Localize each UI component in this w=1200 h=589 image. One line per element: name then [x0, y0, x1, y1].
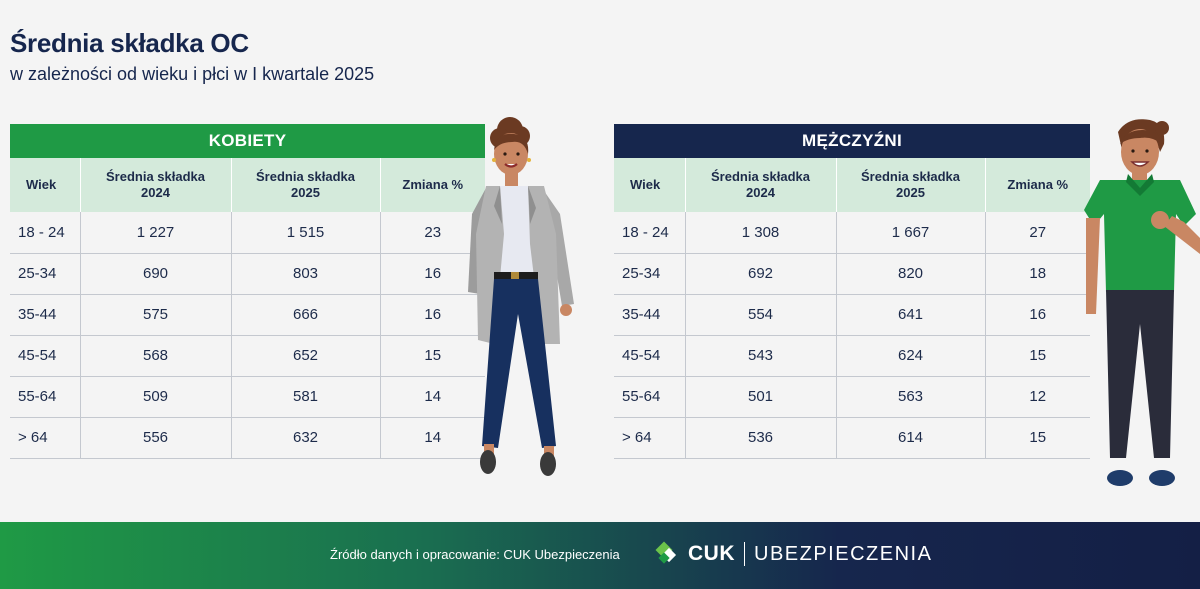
page-title: Średnia składka OC [10, 28, 249, 58]
age-cell: 25-34 [10, 253, 80, 295]
footer-bar: Źródło danych i opracowanie: CUK Ubezpie… [0, 522, 1200, 589]
column-header-year: 2025 [896, 185, 925, 200]
cuk-logo-icon [655, 541, 677, 564]
column-header-line: Średnia składka [106, 169, 205, 184]
premium-2024-cell: 536 [684, 417, 836, 459]
premium-2024-cell: 568 [79, 335, 231, 377]
change-cell: 23 [379, 212, 486, 254]
table-row: 45-54 568 652 15 [10, 335, 486, 377]
change-cell: 27 [984, 212, 1091, 254]
source-text: Źródło danych i opracowanie: CUK Ubezpie… [330, 547, 620, 562]
premium-2025-cell: 803 [230, 253, 380, 295]
change-cell: 14 [379, 417, 486, 459]
premium-2024-cell: 692 [684, 253, 836, 295]
cuk-logo: CUK UBEZPIECZENIA [654, 538, 932, 570]
column-header-year: 2024 [746, 185, 775, 200]
table-row: > 64 556 632 14 [10, 417, 486, 459]
column-header-line: Zmiana % [1007, 177, 1069, 192]
table-row: 55-64 509 581 14 [10, 376, 486, 418]
column-header-change: Zmiana % [984, 158, 1091, 212]
column-header-age: Wiek [614, 158, 685, 212]
premium-2024-cell: 501 [684, 376, 836, 418]
premium-2024-cell: 556 [79, 417, 231, 459]
premium-2024-cell: 1 227 [79, 212, 231, 254]
change-cell: 15 [984, 335, 1091, 377]
table-row: 18 - 24 1 227 1 515 23 [10, 212, 486, 254]
premium-2025-cell: 632 [230, 417, 380, 459]
premium-2025-cell: 1 515 [230, 212, 380, 254]
age-cell: 45-54 [10, 335, 80, 377]
premium-2025-cell: 563 [835, 376, 985, 418]
premium-2024-cell: 554 [684, 294, 836, 336]
age-cell: 25-34 [614, 253, 685, 295]
premium-2025-cell: 624 [835, 335, 985, 377]
premium-2025-cell: 666 [230, 294, 380, 336]
column-header-age: Wiek [10, 158, 80, 212]
women-column-headers: Wiek Średnia składka 2024 Średnia składka… [10, 158, 486, 212]
logo-separator [744, 542, 745, 566]
table-row: 35-44 554 641 16 [614, 294, 1091, 336]
table-row: 55-64 501 563 12 [614, 376, 1091, 418]
table-row: 35-44 575 666 16 [10, 294, 486, 336]
premium-2024-cell: 509 [79, 376, 231, 418]
column-header-premium-2024: Średnia składka 2024 [79, 158, 231, 212]
change-cell: 15 [984, 417, 1091, 459]
change-cell: 15 [379, 335, 486, 377]
premium-2025-cell: 1 667 [835, 212, 985, 254]
premium-2025-cell: 581 [230, 376, 380, 418]
column-header-line: Średnia składka [711, 169, 810, 184]
age-cell: 18 - 24 [10, 212, 80, 254]
change-cell: 16 [379, 294, 486, 336]
column-header-premium-2025: Średnia składka 2025 [230, 158, 380, 212]
premium-2025-cell: 614 [835, 417, 985, 459]
age-cell: 18 - 24 [614, 212, 685, 254]
logo-suffix: UBEZPIECZENIA [754, 542, 933, 565]
premium-2025-cell: 820 [835, 253, 985, 295]
women-table-header: KOBIETY [10, 124, 486, 158]
man-illustration [1084, 119, 1200, 486]
age-cell: 35-44 [10, 294, 80, 336]
table-row: > 64 536 614 15 [614, 417, 1091, 459]
age-cell: 55-64 [614, 376, 685, 418]
column-header-line: Wiek [630, 177, 661, 192]
age-cell: 55-64 [10, 376, 80, 418]
column-header-line: Średnia składka [861, 169, 960, 184]
table-row: 25-34 692 820 18 [614, 253, 1091, 295]
table-row: 25-34 690 803 16 [10, 253, 486, 295]
men-table-body: 18 - 24 1 308 1 667 27 25-34 692 820 18 35-44 554… [614, 212, 1091, 459]
age-cell: > 64 [614, 417, 685, 459]
column-header-line: Wiek [26, 177, 57, 192]
table-row: 45-54 543 624 15 [614, 335, 1091, 377]
age-cell: 45-54 [614, 335, 685, 377]
premium-2024-cell: 690 [79, 253, 231, 295]
men-table: MĘŻCZYŹNI Wiek Średnia składka 2024 Średn… [614, 124, 1091, 459]
page-subtitle: w zależności od wieku i płci w I kwartal… [10, 64, 375, 84]
column-header-premium-2024: Średnia składka 2024 [684, 158, 836, 212]
logo-brand: CUK [688, 542, 735, 565]
premium-2025-cell: 641 [835, 294, 985, 336]
change-cell: 16 [984, 294, 1091, 336]
column-header-premium-2025: Średnia składka 2025 [835, 158, 985, 212]
column-header-line: Zmiana % [402, 177, 464, 192]
age-cell: > 64 [10, 417, 80, 459]
premium-2024-cell: 1 308 [684, 212, 836, 254]
premium-2025-cell: 652 [230, 335, 380, 377]
column-header-line: Średnia składka [256, 169, 355, 184]
men-table-header: MĘŻCZYŹNI [614, 124, 1091, 158]
premium-2024-cell: 575 [79, 294, 231, 336]
table-row: 18 - 24 1 308 1 667 27 [614, 212, 1091, 254]
women-table: KOBIETY Wiek Średnia składka 2024 Średnia… [10, 124, 486, 459]
men-column-headers: Wiek Średnia składka 2024 Średnia składka… [614, 158, 1091, 212]
change-cell: 16 [379, 253, 486, 295]
woman-illustration [468, 117, 574, 476]
age-cell: 35-44 [614, 294, 685, 336]
column-header-year: 2025 [291, 185, 320, 200]
change-cell: 14 [379, 376, 486, 418]
women-table-body: 18 - 24 1 227 1 515 23 25-34 690 803 16 35-44 575… [10, 212, 486, 459]
column-header-year: 2024 [141, 185, 170, 200]
column-header-change: Zmiana % [379, 158, 486, 212]
premium-2024-cell: 543 [684, 335, 836, 377]
change-cell: 12 [984, 376, 1091, 418]
change-cell: 18 [984, 253, 1091, 295]
